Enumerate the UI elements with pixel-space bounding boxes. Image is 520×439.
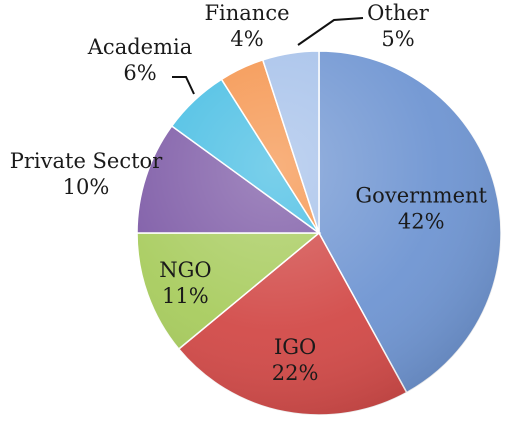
slice-percent-ngo: 11% [162,284,209,308]
leader-line-other [297,17,364,46]
pie-slices [136,50,502,416]
slice-percent-academia: 6% [123,61,156,85]
leader-lines [172,17,364,95]
slice-label-finance: Finance [204,1,289,25]
slice-percent-other: 5% [381,27,414,51]
slice-percent-igo: 22% [272,361,319,385]
slice-label-other: Other [367,1,430,25]
slice-label-igo: IGO [274,335,316,359]
leader-line-academia [172,76,195,95]
slice-percent-private-sector: 10% [63,175,110,199]
slice-label-academia: Academia [87,35,192,59]
slice-percent-government: 42% [398,210,445,234]
slice-label-private-sector: Private Sector [10,149,163,173]
slice-label-government: Government [355,184,487,208]
slice-label-ngo: NGO [159,258,211,282]
slice-percent-finance: 4% [230,27,263,51]
